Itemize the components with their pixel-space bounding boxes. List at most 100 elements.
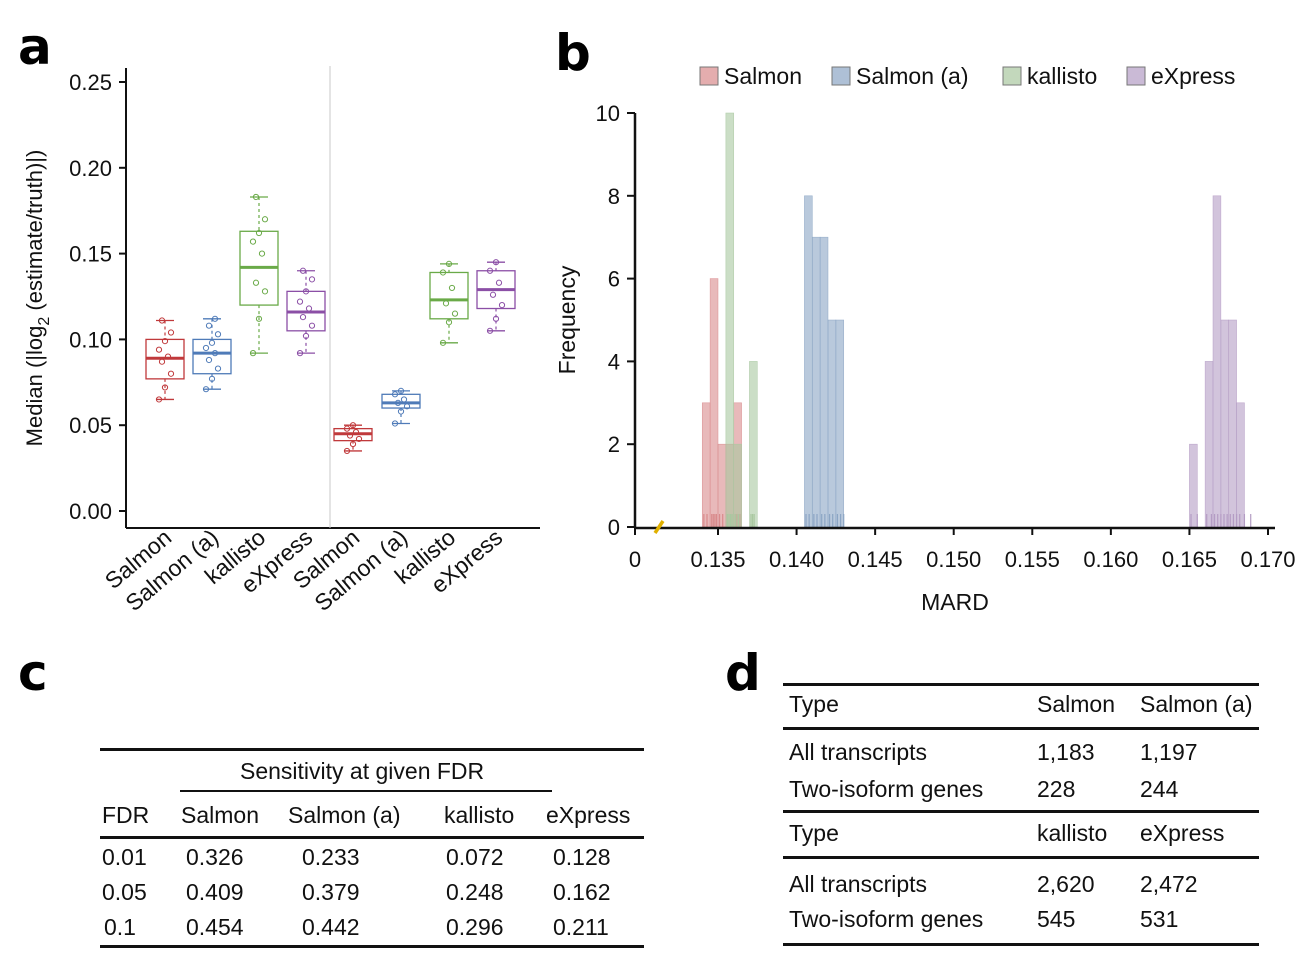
data-point [349,422,357,429]
y-tick-label: 8 [608,184,620,209]
table-spanner-rule [180,790,552,792]
data-point [214,331,222,338]
data-point [448,284,456,292]
data-point [391,391,399,398]
data-point [486,267,494,274]
data-point [252,193,260,201]
table-cell: 0.296 [446,914,504,940]
panel-letter-b: b [555,24,591,82]
table-top-rule [100,748,644,751]
data-point [355,435,363,443]
y-tick-label: 4 [608,349,620,374]
table-cell: 545 [1037,906,1076,932]
y-axis-label-part: Median (|log [22,326,47,447]
data-point [400,396,408,403]
data-point [308,322,316,329]
data-point [202,344,210,352]
histogram-bar [827,319,837,528]
histogram-chart: Salmon Salmon (a) kallisto eXpress 02468100… [554,63,1296,615]
data-point [346,432,354,439]
legend-swatch [1126,66,1146,86]
data-point [164,353,172,360]
data-point [439,339,447,346]
data-point [495,279,503,286]
table-header-salmon-a: Salmon (a) [1140,691,1253,717]
data-point [451,310,459,317]
x-tick-label: 0.135 [690,547,745,572]
data-point [486,327,494,334]
histogram-bar [804,195,813,528]
data-point [161,338,169,345]
data-point [211,350,219,357]
histogram-bar [749,361,758,528]
x-tick-label: 0.150 [926,547,981,572]
y-axis-label-subscript: 2 [36,317,53,326]
table-top-rule [783,683,1259,686]
x-tick-label: 0.155 [1005,547,1060,572]
table-cell: 0.248 [446,879,504,905]
sensitivity-table: Sensitivity at given FDR FDR Salmon Salm… [100,748,644,948]
data-point [296,350,304,357]
table-header-type: Type [789,820,839,846]
data-point [352,428,360,436]
data-point [255,315,263,322]
data-point [205,322,213,329]
data-point [161,384,169,391]
y-axis-label-part: (estimate/truth)|) [22,150,47,317]
y-tick-label: 0.00 [69,499,112,524]
histogram-bar [1204,361,1214,528]
data-point [296,298,304,305]
data-point [258,250,266,257]
table-cell: All transcripts [789,739,928,765]
data-point [255,229,263,237]
table-header-fdr: FDR [102,802,150,828]
data-point [391,420,399,427]
data-point [305,305,313,312]
data-point [394,399,402,406]
table-cell: 0.454 [186,914,244,940]
data-point [343,447,351,455]
table-header-rule [783,856,1259,859]
data-point [302,288,310,295]
data-point [167,370,175,377]
table-cell: 0.409 [186,879,244,905]
data-point [299,313,307,321]
data-point [489,291,497,298]
data-point [249,238,257,245]
histogram-bar [1236,402,1245,528]
panel-letter-c: c [18,644,48,702]
data-point [492,315,500,322]
table-header-salmon-a: Salmon (a) [288,802,401,828]
y-axis-label: Frequency [554,265,580,374]
legend-label: eXpress [1151,63,1235,89]
x-tick-label: 0.140 [769,547,824,572]
table-cell: 0.379 [302,879,360,905]
data-point [492,259,500,266]
table-spanner-header: Sensitivity at given FDR [240,758,485,784]
y-tick-label: 2 [608,432,620,457]
data-point [252,279,260,286]
data-point [397,408,405,415]
table-header-kallisto: kallisto [1037,820,1108,846]
legend-label: Salmon (a) [856,63,968,89]
x-axis-label: MARD [921,589,989,615]
table-header-express: eXpress [546,802,631,828]
table-cell: 0.211 [553,914,609,940]
histogram-bar [835,319,845,528]
box [429,271,469,320]
data-point [498,301,506,309]
histogram-axes: 0 2 4 6 8 10 0 0.135 0.140 0.145 0.150 0.155 0.160 0.… [554,101,1296,615]
data-point [211,315,219,322]
table-cell: 244 [1140,776,1179,802]
table-cell: 0.442 [302,914,360,940]
box [192,338,232,375]
histogram-bars [701,112,1252,528]
data-point [155,346,163,353]
data-point [158,317,166,324]
data-point [349,440,357,448]
x-tick-label: 0.165 [1162,547,1217,572]
data-point [299,267,307,274]
data-point [158,358,166,365]
histogram-bar [819,236,829,528]
table-cell: 1,183 [1037,739,1095,765]
